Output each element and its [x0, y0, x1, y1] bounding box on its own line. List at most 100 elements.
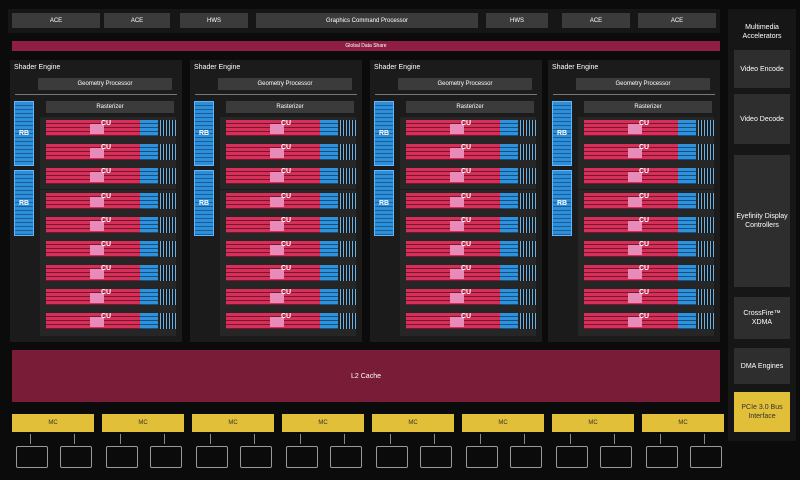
memory-chip: [466, 446, 498, 468]
memory-chip: [646, 446, 678, 468]
cu-blue: [140, 313, 158, 329]
side-block: Eyefinity Display Controllers: [734, 155, 790, 287]
connector: [195, 94, 357, 95]
memory-link: [434, 434, 435, 444]
shader-engine-title: Shader Engine: [194, 63, 241, 71]
cu-pink: [90, 124, 104, 134]
cu-lanes: [160, 289, 176, 305]
memory-chip: [556, 446, 588, 468]
cu-lanes: [520, 144, 536, 160]
command-block: ACE: [638, 13, 716, 28]
memory-controller: MC: [372, 414, 454, 432]
cu-blue: [140, 289, 158, 305]
cu-pink: [270, 124, 284, 134]
command-block: HWS: [180, 13, 248, 28]
cu-pink: [450, 293, 464, 303]
cu-lanes: [340, 289, 356, 305]
cu-lanes: [698, 313, 714, 329]
cu-pink: [628, 317, 642, 327]
cu-pink: [90, 245, 104, 255]
cu-blue: [320, 120, 338, 136]
memory-chip: [330, 446, 362, 468]
global-data-share: Global Data Share: [12, 41, 720, 51]
memory-chip: [600, 446, 632, 468]
cu-blue: [678, 289, 696, 305]
memory-chip: [150, 446, 182, 468]
cu-blue: [500, 217, 518, 233]
cu-lanes: [698, 120, 714, 136]
cu-pink: [90, 293, 104, 303]
side-block: Video Encode: [734, 50, 790, 88]
rasterizer: Rasterizer: [46, 101, 174, 113]
cu-pink: [270, 172, 284, 182]
render-backend: RB: [552, 170, 572, 236]
cu-lanes: [698, 193, 714, 209]
cu-pink: [628, 221, 642, 231]
cu-pink: [628, 172, 642, 182]
cu-label: CU: [638, 217, 650, 224]
cu-label: CU: [280, 265, 292, 272]
cu-blue: [140, 193, 158, 209]
cu-label: CU: [460, 217, 472, 224]
cu-lanes: [698, 168, 714, 184]
cu-blue: [678, 313, 696, 329]
cu-lanes: [340, 144, 356, 160]
memory-chip: [376, 446, 408, 468]
memory-chip: [106, 446, 138, 468]
cu-pink: [450, 221, 464, 231]
cu-label: CU: [638, 193, 650, 200]
cu-label: CU: [460, 120, 472, 127]
cu-label: CU: [638, 241, 650, 248]
cu-blue: [140, 168, 158, 184]
render-backend: RB: [374, 170, 394, 236]
cu-label: CU: [100, 313, 112, 320]
cu-label: CU: [460, 289, 472, 296]
cu-lanes: [340, 241, 356, 257]
cu-blue: [500, 265, 518, 281]
cu-blue: [140, 241, 158, 257]
cu-blue: [140, 217, 158, 233]
cu-blue: [500, 289, 518, 305]
cu-label: CU: [638, 168, 650, 175]
cu-lanes: [520, 193, 536, 209]
cu-label: CU: [100, 289, 112, 296]
memory-controller: MC: [552, 414, 634, 432]
cu-lanes: [160, 265, 176, 281]
cu-label: CU: [100, 217, 112, 224]
cu-label: CU: [100, 265, 112, 272]
cu-pink: [628, 148, 642, 158]
render-backend: RB: [14, 101, 34, 166]
memory-link: [660, 434, 661, 444]
command-block: Graphics Command Processor: [256, 13, 478, 28]
cu-pink: [450, 172, 464, 182]
cu-blue: [500, 144, 518, 160]
cu-pink: [90, 197, 104, 207]
cu-blue: [500, 313, 518, 329]
memory-controller: MC: [462, 414, 544, 432]
cu-label: CU: [280, 289, 292, 296]
cu-pink: [90, 221, 104, 231]
cu-label: CU: [638, 144, 650, 151]
cu-blue: [500, 120, 518, 136]
cu-pink: [450, 269, 464, 279]
cu-pink: [450, 148, 464, 158]
cu-blue: [678, 120, 696, 136]
cu-pink: [270, 245, 284, 255]
cu-label: CU: [100, 144, 112, 151]
cu-pink: [270, 197, 284, 207]
memory-link: [704, 434, 705, 444]
cu-lanes: [160, 193, 176, 209]
cu-lanes: [160, 168, 176, 184]
side-title: Multimedia Accelerators: [742, 24, 782, 40]
connector: [553, 94, 715, 95]
cu-pink: [270, 269, 284, 279]
cu-blue: [320, 241, 338, 257]
side-block: CrossFire™ XDMA: [734, 297, 790, 339]
cu-blue: [500, 168, 518, 184]
cu-pink: [450, 197, 464, 207]
cu-pink: [270, 317, 284, 327]
cu-lanes: [340, 265, 356, 281]
memory-link: [344, 434, 345, 444]
cu-label: CU: [638, 120, 650, 127]
memory-controller: MC: [192, 414, 274, 432]
